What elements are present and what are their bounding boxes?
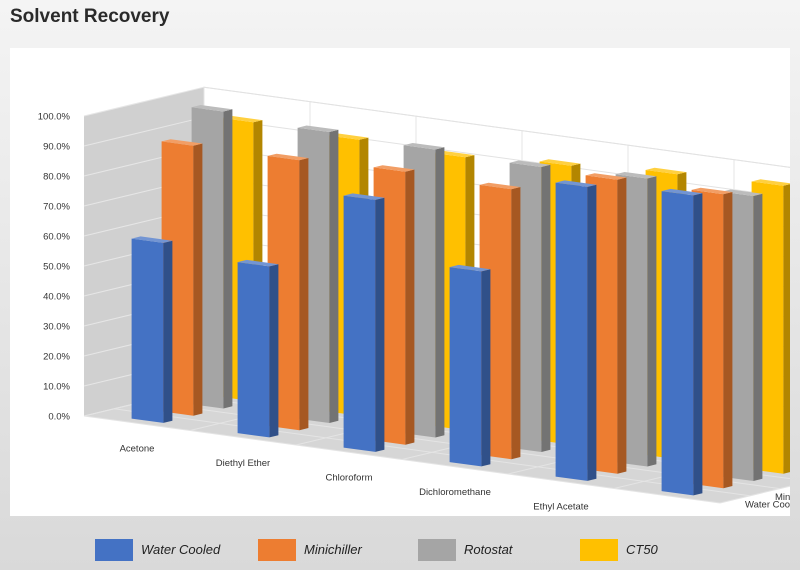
- bar-water-cooled-4: [555, 180, 597, 481]
- bar-top-face: [267, 153, 309, 161]
- bar-side-face: [541, 164, 551, 453]
- x-category-label: Acetone: [120, 443, 155, 454]
- y-tick-label: 70.0%: [43, 202, 70, 213]
- floor-gridline: [113, 408, 751, 497]
- bar-water-cooled-0: [131, 236, 173, 423]
- bar-water-cooled-1: [237, 259, 279, 438]
- y-tick-label: 50.0%: [43, 262, 70, 273]
- legend-label: Rotostat: [464, 542, 513, 557]
- bar-side-face: [193, 143, 203, 416]
- bar-top-face: [479, 182, 521, 190]
- y-tick-label: 100.0%: [38, 112, 71, 123]
- legend-label: CT50: [626, 542, 658, 557]
- y-tick-label: 30.0%: [43, 322, 70, 333]
- bar-top-face: [297, 125, 339, 132]
- side-wall-gridline: [83, 86, 205, 117]
- legend-swatch: [258, 539, 296, 561]
- bar-side-face: [587, 184, 597, 481]
- bar-side-face: [329, 129, 339, 424]
- bar-top-face: [691, 187, 733, 195]
- x-category-label: Dichloromethane: [419, 487, 491, 498]
- bar-top-face: [661, 188, 703, 196]
- legend-swatch: [418, 539, 456, 561]
- bar-side-face: [617, 177, 627, 474]
- x-category-label: Chloroform: [326, 472, 373, 483]
- bar-top-face: [615, 172, 657, 179]
- bar-side-face: [163, 240, 173, 423]
- bar-top-face: [343, 193, 385, 200]
- x-category-label: Ethyl Acetate: [533, 501, 588, 512]
- bar-chart-3d: 0.0% 10.0% 20.0% 30.0% 40.0% 50.0% 60.0% 70.0% 8…: [38, 86, 790, 516]
- chart-legend: Water Cooled Minichiller Rotostat CT50: [0, 532, 800, 568]
- bar-top-face: [449, 264, 491, 272]
- bar-front-face: [343, 195, 376, 452]
- y-tick-label: 40.0%: [43, 292, 70, 303]
- bar-front-face: [661, 191, 694, 496]
- bar-top-face: [131, 236, 173, 243]
- bar-top-face: [751, 179, 790, 186]
- y-tick-label: 20.0%: [43, 352, 70, 363]
- bar-top-face: [191, 105, 233, 112]
- bar-side-face: [223, 109, 233, 409]
- depth-axis-label: Minichiller: [775, 492, 790, 503]
- bar-side-face: [693, 193, 703, 496]
- y-tick-label: 90.0%: [43, 142, 70, 153]
- bar-top-face: [585, 173, 627, 180]
- bar-front-face: [555, 182, 588, 481]
- legend-label: Minichiller: [304, 542, 362, 557]
- floor-gridline: [83, 415, 721, 504]
- bar-top-face: [237, 259, 279, 267]
- chart-title: Solvent Recovery: [10, 6, 170, 27]
- y-tick-label: 80.0%: [43, 172, 70, 183]
- bar-side-face: [753, 193, 763, 482]
- bar-water-cooled-5: [661, 188, 703, 496]
- bar-side-face: [783, 184, 790, 474]
- bar-side-face: [435, 147, 445, 438]
- bar-side-face: [647, 176, 657, 467]
- bar-side-face: [723, 192, 733, 489]
- y-tick-label: 60.0%: [43, 232, 70, 243]
- bar-side-face: [511, 187, 521, 460]
- bar-top-face: [403, 143, 445, 150]
- bar-front-face: [237, 262, 270, 438]
- y-tick-label: 0.0%: [48, 412, 70, 423]
- x-category-label: Diethyl Ether: [216, 458, 270, 469]
- bar-top-face: [721, 189, 763, 196]
- bar-front-face: [131, 238, 164, 423]
- bar-top-face: [161, 139, 203, 146]
- bar-side-face: [299, 158, 309, 431]
- bar-top-face: [555, 180, 597, 187]
- legend-swatch: [95, 539, 133, 561]
- bar-side-face: [481, 269, 491, 467]
- bar-side-face: [375, 197, 385, 452]
- depth-axis-label: Water Cooled: [745, 499, 790, 510]
- legend-label: Water Cooled: [141, 542, 221, 557]
- bar-water-cooled-3: [449, 264, 491, 467]
- legend-swatch: [580, 539, 618, 561]
- bar-side-face: [269, 264, 279, 438]
- bar-top-face: [645, 167, 687, 175]
- bar-top-face: [373, 165, 415, 172]
- bar-front-face: [449, 267, 482, 467]
- bar-side-face: [405, 169, 415, 445]
- bar-water-cooled-2: [343, 193, 385, 452]
- side-wall-gridline: [83, 116, 205, 147]
- y-tick-label: 10.0%: [43, 382, 70, 393]
- chart-plot-area: 0.0% 10.0% 20.0% 30.0% 40.0% 50.0% 60.0% 70.0% 8…: [10, 48, 790, 516]
- bar-top-face: [509, 160, 551, 167]
- bar-top-face: [539, 159, 581, 166]
